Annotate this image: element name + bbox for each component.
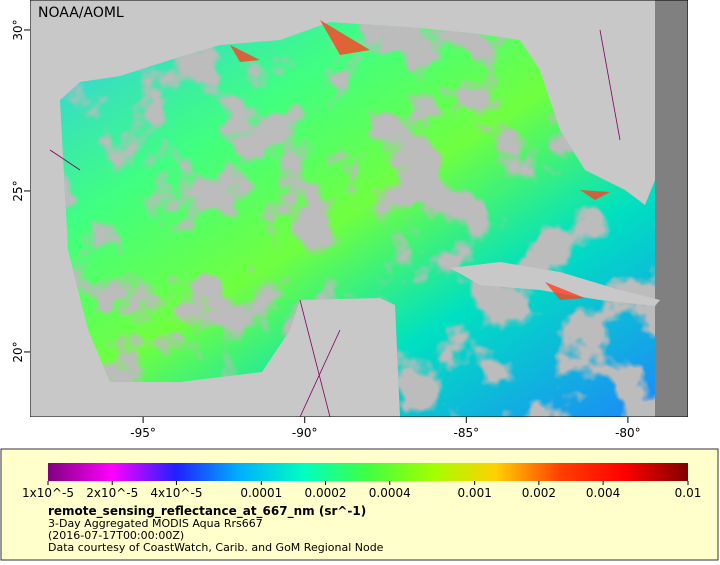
colorbar-tick-label: 4x10^-5 bbox=[150, 486, 202, 500]
map-area bbox=[30, 0, 688, 417]
x-tick-label: -90° bbox=[292, 426, 318, 440]
colorbar-tick-label: 0.0004 bbox=[369, 486, 411, 500]
colorbar-tick-label: 0.0002 bbox=[305, 486, 347, 500]
colorbar-tick-label: 2x10^-5 bbox=[86, 486, 138, 500]
colorbar-tick-label: 1x10^-5 bbox=[22, 486, 74, 500]
cuba bbox=[450, 262, 660, 306]
colorbar-tick-label: 0.001 bbox=[457, 486, 491, 500]
y-tick-label: 30° bbox=[11, 19, 25, 40]
colorbar-tick-label: 0.004 bbox=[586, 486, 620, 500]
y-tick-label: 20° bbox=[11, 341, 25, 362]
x-tick-label: -80° bbox=[615, 426, 641, 440]
watermark: NOAA/AOML bbox=[38, 5, 124, 21]
colorbar bbox=[48, 463, 688, 481]
no-data-atlantic bbox=[655, 0, 688, 417]
colorbar-tick-label: 0.0001 bbox=[240, 486, 282, 500]
legend-line: Data courtesy of CoastWatch, Carib. and … bbox=[48, 541, 384, 554]
legend-line: (2016-07-17T00:00:00Z) bbox=[48, 529, 184, 542]
colorbar-tick-label: 0.01 bbox=[675, 486, 702, 500]
colorbar-tick-label: 0.002 bbox=[522, 486, 556, 500]
legend-title: remote_sensing_reflectance_at_667_nm (sr… bbox=[48, 504, 366, 519]
legend-line: 3-Day Aggregated MODIS Aqua Rrs667 bbox=[48, 517, 263, 530]
x-tick-label: -95° bbox=[130, 426, 156, 440]
y-tick-label: 25° bbox=[11, 180, 25, 201]
border bbox=[49, 29, 621, 417]
x-tick-label: -85° bbox=[453, 426, 479, 440]
